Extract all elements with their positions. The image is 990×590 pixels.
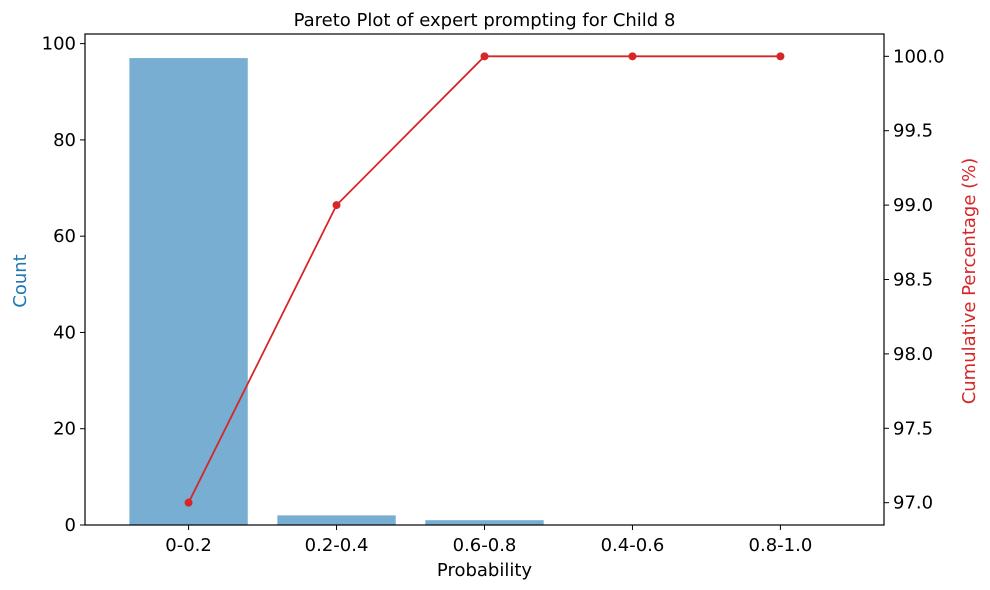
x-tick-label: 0.6-0.8 — [453, 535, 517, 556]
y-tick-label: 80 — [53, 130, 76, 151]
cumulative-point-0.4-0.6 — [628, 52, 637, 61]
y-tick-label: 0 — [65, 515, 76, 536]
y2-tick-label: 99.0 — [893, 195, 933, 216]
bars-group — [129, 58, 544, 525]
chart-title: Pareto Plot of expert prompting for Chil… — [294, 10, 676, 31]
cumulative-line — [187, 55, 781, 504]
y2-axis-ticks: 97.0 97.5 98.0 98.5 99.0 99.5 100.0 — [884, 46, 945, 514]
x-axis-label: Probability — [437, 560, 532, 581]
y-tick-label: 20 — [53, 419, 76, 440]
y2-tick-label: 97.0 — [893, 493, 933, 514]
x-axis-ticks: 0-0.2 0.2-0.4 0.6-0.8 0.4-0.6 0.8-1.0 — [165, 525, 812, 556]
cumulative-line-group — [184, 52, 785, 507]
bar-0.6-0.8 — [425, 520, 544, 525]
y2-axis-label: Cumulative Percentage (%) — [959, 158, 980, 405]
x-tick-label: 0.4-0.6 — [601, 535, 665, 556]
y2-tick-label: 100.0 — [893, 46, 945, 67]
y-tick-label: 60 — [53, 226, 76, 247]
cumulative-point-0.6-0.8 — [480, 52, 489, 61]
y-tick-label: 40 — [53, 322, 76, 343]
y-axis-ticks: 0 20 40 60 80 100 — [42, 34, 85, 536]
y2-tick-label: 97.5 — [893, 418, 933, 439]
y2-tick-label: 99.5 — [893, 121, 933, 142]
y-tick-label: 100 — [42, 34, 76, 55]
bar-0.2-0.4 — [277, 515, 396, 525]
cumulative-point-0.8-1.0 — [776, 52, 785, 61]
x-tick-label: 0.8-1.0 — [749, 535, 813, 556]
y-axis-label: Count — [10, 254, 31, 307]
y2-tick-label: 98.0 — [893, 344, 933, 365]
cumulative-point-0-0.2 — [184, 498, 193, 507]
x-tick-label: 0-0.2 — [165, 535, 212, 556]
bar-0-0.2 — [129, 58, 248, 525]
cumulative-point-0.2-0.4 — [332, 201, 341, 210]
x-tick-label: 0.2-0.4 — [305, 535, 369, 556]
y2-tick-label: 98.5 — [893, 270, 933, 291]
